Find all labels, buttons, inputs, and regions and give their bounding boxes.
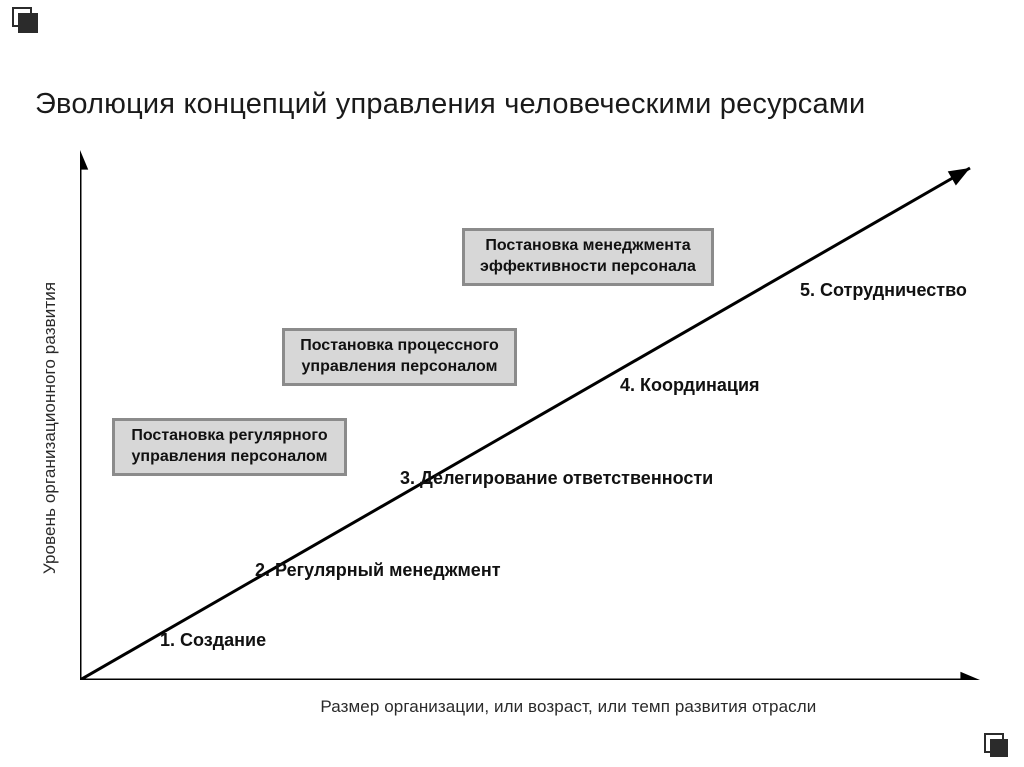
- info-box-3: Постановка менеджмента эффективности пер…: [462, 228, 714, 286]
- evolution-chart: Уровень организационного развития Размер…: [55, 150, 980, 705]
- stage-label-1: 1. Создание: [160, 630, 266, 651]
- footer-decor: [984, 733, 1006, 755]
- info-box-2: Постановка процессного управления персон…: [282, 328, 517, 386]
- info-box-1: Постановка регулярного управления персон…: [112, 418, 347, 476]
- stage-label-2: 2. Регулярный менеджмент: [255, 560, 501, 581]
- topbar-decor: [0, 0, 1024, 28]
- stage-label-3: 3. Делегирование ответственности: [400, 468, 713, 489]
- stage-label-4: 4. Координация: [620, 375, 760, 396]
- decor-square-fill-icon: [990, 739, 1008, 757]
- decor-square-fill: [18, 13, 38, 33]
- page-title: Эволюция концепций управления человеческ…: [35, 88, 865, 121]
- x-axis-label: Размер организации, или возраст, или тем…: [320, 697, 816, 717]
- y-axis-label: Уровень организационного развития: [40, 281, 60, 573]
- stage-label-5: 5. Сотрудничество: [800, 280, 967, 301]
